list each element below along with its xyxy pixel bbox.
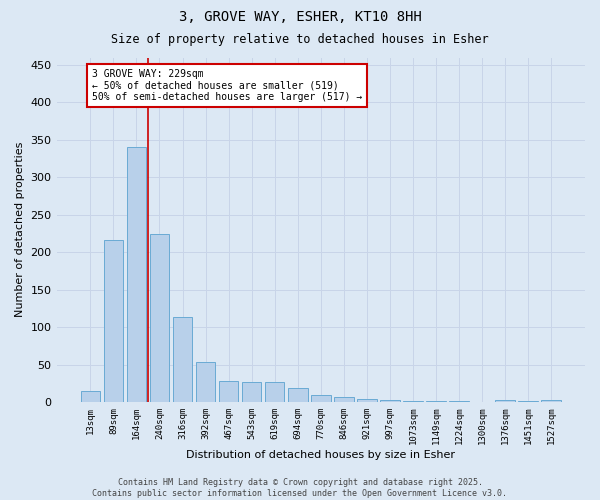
Bar <box>403 401 423 402</box>
Bar <box>80 390 100 402</box>
Bar <box>242 382 262 402</box>
Bar <box>288 388 308 402</box>
Bar <box>196 362 215 402</box>
Bar <box>219 381 238 402</box>
Text: Contains HM Land Registry data © Crown copyright and database right 2025.
Contai: Contains HM Land Registry data © Crown c… <box>92 478 508 498</box>
Bar <box>173 318 193 402</box>
Bar <box>357 399 377 402</box>
Bar <box>334 398 353 402</box>
X-axis label: Distribution of detached houses by size in Esher: Distribution of detached houses by size … <box>186 450 455 460</box>
Text: Size of property relative to detached houses in Esher: Size of property relative to detached ho… <box>111 32 489 46</box>
Bar <box>426 401 446 402</box>
Bar <box>449 401 469 402</box>
Bar <box>541 400 561 402</box>
Bar <box>311 395 331 402</box>
Bar <box>149 234 169 402</box>
Text: 3, GROVE WAY, ESHER, KT10 8HH: 3, GROVE WAY, ESHER, KT10 8HH <box>179 10 421 24</box>
Bar <box>496 400 515 402</box>
Bar <box>104 240 123 402</box>
Bar <box>380 400 400 402</box>
Bar <box>265 382 284 402</box>
Bar <box>518 401 538 402</box>
Text: 3 GROVE WAY: 229sqm
← 50% of detached houses are smaller (519)
50% of semi-detac: 3 GROVE WAY: 229sqm ← 50% of detached ho… <box>92 68 362 102</box>
Bar <box>127 148 146 402</box>
Y-axis label: Number of detached properties: Number of detached properties <box>15 142 25 318</box>
